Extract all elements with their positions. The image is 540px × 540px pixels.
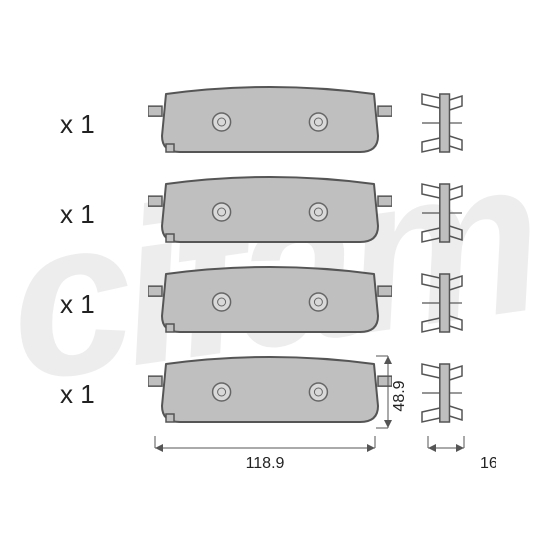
brake-pad	[148, 356, 392, 433]
dimension-width: 118.9	[147, 434, 383, 474]
clip-profile	[420, 90, 464, 161]
brake-pad	[148, 176, 392, 253]
clip-profile-icon	[420, 90, 464, 156]
pad-row: x 1	[60, 356, 392, 433]
brake-pad-icon	[148, 86, 392, 158]
quantity-label: x 1	[60, 379, 120, 410]
clip-profile-icon	[420, 180, 464, 246]
brake-pad	[148, 266, 392, 343]
brake-pad-icon	[148, 356, 392, 428]
clip-profile	[420, 360, 464, 431]
svg-text:118.9: 118.9	[246, 455, 285, 472]
brake-pad-icon	[148, 266, 392, 338]
quantity-label: x 1	[60, 109, 120, 140]
pad-row: x 1	[60, 266, 392, 343]
quantity-label: x 1	[60, 199, 120, 230]
dimension-thickness: 16.5	[420, 434, 496, 474]
dimension-height: 48.9	[374, 348, 418, 436]
clip-profile	[420, 270, 464, 341]
clip-profile	[420, 180, 464, 251]
svg-text:16.5: 16.5	[480, 455, 496, 472]
quantity-label: x 1	[60, 289, 120, 320]
clip-profile-icon	[420, 270, 464, 336]
clip-profile-icon	[420, 360, 464, 426]
pad-row: x 1	[60, 86, 392, 163]
svg-text:48.9: 48.9	[391, 380, 408, 411]
brake-pad-icon	[148, 176, 392, 248]
brake-pad	[148, 86, 392, 163]
diagram-stage: cifam x 1 x 1 x 1	[0, 0, 540, 540]
pad-row: x 1	[60, 176, 392, 253]
